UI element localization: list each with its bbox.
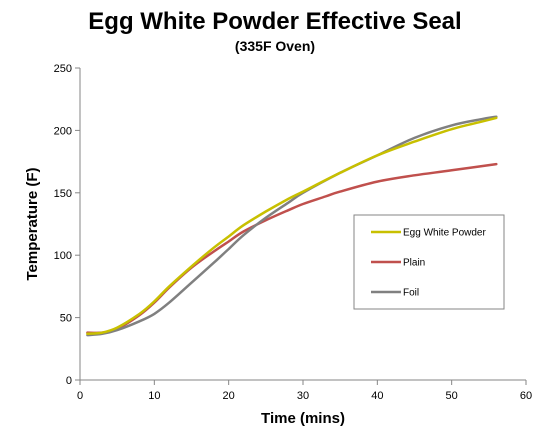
legend-label-egg-white-powder: Egg White Powder [403, 228, 486, 239]
x-tick-label: 10 [148, 390, 160, 402]
x-tick-label: 0 [77, 390, 83, 402]
y-tick-label: 0 [66, 375, 72, 387]
chart-title: Egg White Powder Effective Seal [88, 8, 462, 35]
series-line-egg-white-powder [86, 116, 498, 336]
chart-subtitle: (335F Oven) [234, 38, 316, 54]
y-axis-label: Temperature (F) [24, 167, 41, 280]
series-lines [86, 115, 498, 337]
y-tick-label: 50 [60, 313, 72, 325]
x-axis-label: Time (mins) [261, 410, 345, 427]
y-tick-label: 150 [54, 188, 72, 200]
x-tick-label: 40 [371, 390, 383, 402]
legend: Egg White Powder Plain Foil [353, 214, 505, 310]
y-tick-label: 200 [54, 125, 72, 137]
x-tick-label: 20 [223, 390, 235, 402]
x-tick-label: 60 [520, 390, 532, 402]
legend-label-foil: Foil [403, 288, 419, 299]
x-tick-label: 30 [297, 390, 309, 402]
legend-label-plain: Plain [403, 258, 425, 269]
y-tick-label: 250 [54, 63, 72, 75]
x-tick-label: 50 [446, 390, 458, 402]
axis-ticks: 0 50 100 150 200 250 0 10 20 30 40 50 60 [54, 63, 532, 402]
series-line-foil [86, 115, 498, 337]
y-tick-label: 100 [54, 250, 72, 262]
